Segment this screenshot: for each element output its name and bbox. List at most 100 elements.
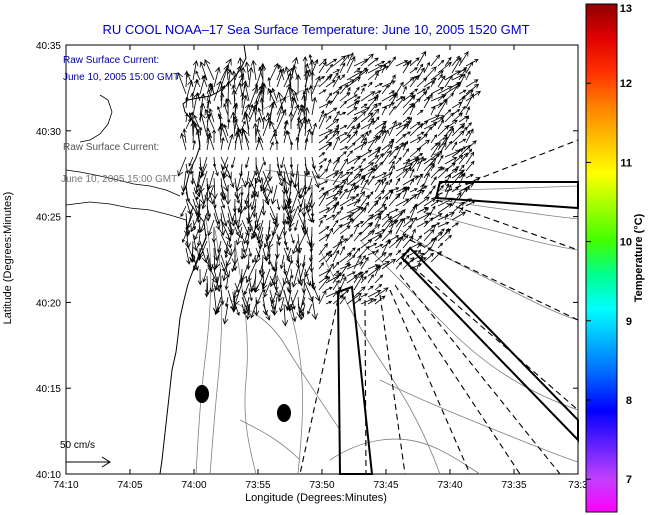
current-arrow [458, 89, 467, 95]
current-arrow [374, 83, 383, 88]
current-arrow [234, 131, 240, 151]
current-arrow [360, 91, 376, 102]
current-arrow [332, 69, 341, 74]
current-arrow [374, 212, 382, 221]
map-content: Raw Surface Current: June 10, 2005 15:00… [60, 44, 579, 475]
current-arrow [402, 175, 419, 186]
current-arrow [402, 218, 414, 228]
current-arrow [353, 86, 360, 95]
current-arrow [325, 99, 330, 109]
scale-label: 50 cm/s [60, 440, 95, 451]
current-arrow [374, 203, 387, 214]
current-arrow [325, 214, 336, 221]
current-arrow [430, 250, 443, 263]
current-arrow [244, 198, 250, 211]
current-arrow [241, 240, 246, 254]
current-arrow [311, 212, 315, 224]
current-arrow [286, 247, 292, 260]
current-arrow [318, 234, 330, 242]
current-arrow [318, 61, 327, 74]
current-arrow [196, 233, 201, 247]
current-arrow [339, 151, 347, 158]
current-arrow [374, 295, 386, 305]
current-arrow [235, 226, 243, 246]
current-arrow [451, 57, 462, 74]
current-arrow [381, 180, 389, 193]
current-arrow [220, 191, 225, 201]
current-arrow [290, 88, 299, 109]
current-arrow [409, 250, 418, 256]
current-arrow [325, 300, 333, 305]
current-arrow [325, 58, 338, 67]
current-arrow [288, 111, 294, 129]
current-arrow [262, 170, 273, 194]
current-arrow [269, 268, 278, 288]
current-arrow [430, 176, 437, 186]
current-arrow [353, 168, 363, 179]
current-arrow [395, 217, 405, 235]
current-arrow [367, 175, 375, 186]
x-tick-label: 74:00 [181, 480, 206, 491]
current-arrow [332, 72, 339, 81]
current-arrow [243, 112, 251, 137]
current-arrow [339, 188, 348, 200]
current-arrow [374, 129, 384, 144]
current-arrow [318, 58, 327, 67]
current-arrow [241, 177, 247, 188]
current-arrow [185, 112, 189, 123]
current-arrow [437, 203, 453, 214]
current-arrow [332, 286, 342, 298]
current-arrow [276, 198, 281, 211]
current-arrow [416, 235, 423, 242]
current-arrow [346, 76, 362, 88]
current-arrow [318, 112, 327, 130]
current-arrow [213, 66, 221, 88]
current-arrow [301, 296, 306, 306]
current-arrow [243, 226, 250, 245]
current-arrow [339, 245, 345, 256]
current-arrow [437, 167, 449, 179]
current-arrow [339, 92, 351, 102]
current-arrow [217, 126, 223, 144]
current-arrow [360, 222, 373, 235]
current-arrow [180, 205, 187, 218]
current-arrow [416, 220, 429, 228]
current-arrow [185, 219, 191, 235]
current-arrow [437, 75, 446, 88]
current-arrow [332, 200, 339, 214]
chart-title: RU COOL NOAA–17 Sea Surface Temperature:… [102, 22, 529, 37]
current-arrow [416, 153, 424, 158]
station-marker-2[interactable] [277, 404, 291, 422]
current-arrow [346, 71, 363, 81]
current-arrow [318, 225, 330, 235]
current-arrow [192, 233, 198, 252]
current-arrow [381, 213, 390, 221]
current-arrow [255, 84, 264, 102]
current-arrow [360, 112, 374, 123]
current-arrow [243, 296, 250, 315]
current-arrow [437, 99, 448, 116]
current-vectors [177, 50, 482, 327]
current-arrow [269, 62, 279, 81]
current-arrow [190, 92, 195, 109]
current-arrow [227, 133, 234, 151]
current-arrow [360, 137, 367, 151]
current-arrow [395, 156, 402, 165]
current-arrow [302, 56, 308, 74]
current-arrow [423, 172, 430, 186]
colorbar-tick-label: 12 [620, 78, 632, 90]
current-arrow [367, 117, 374, 130]
current-arrow [276, 105, 284, 123]
current-arrow [360, 298, 374, 305]
current-arrow [395, 252, 406, 263]
current-arrow [339, 252, 352, 263]
current-arrow [222, 303, 229, 325]
current-arrow [243, 82, 250, 102]
current-arrow [325, 130, 340, 144]
current-arrow [339, 134, 352, 144]
current-arrow [318, 89, 327, 95]
current-arrow [243, 282, 250, 296]
current-arrow [230, 156, 236, 169]
current-arrow [381, 177, 387, 186]
station-marker-1[interactable] [195, 385, 209, 403]
